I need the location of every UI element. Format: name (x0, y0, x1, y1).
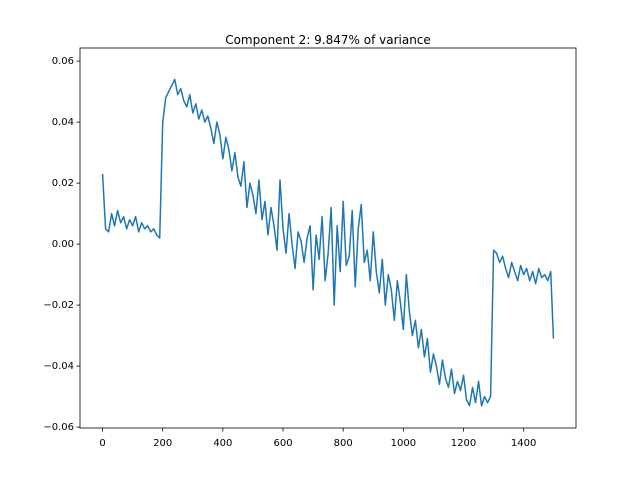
x-tick-label: 1000 (391, 438, 416, 449)
x-tick-label: 600 (273, 438, 292, 449)
chart-title: Component 2: 9.847% of variance (225, 33, 431, 47)
x-tick-label: 200 (153, 438, 172, 449)
data-line (101, 78, 555, 407)
y-tick-label: 0.04 (52, 117, 74, 128)
x-tick-label: 400 (213, 438, 232, 449)
x-tick-label: 1400 (511, 438, 536, 449)
y-tick-label: 0.00 (52, 239, 74, 250)
axes-frame (79, 47, 577, 429)
y-tick-label: −0.02 (43, 300, 74, 311)
x-tick-label: 1200 (451, 438, 476, 449)
y-tick-label: −0.04 (43, 361, 74, 372)
y-tick-label: 0.02 (52, 178, 74, 189)
x-tick-label: 0 (99, 438, 105, 449)
y-tick-label: 0.06 (52, 56, 74, 67)
y-tick-label: −0.06 (43, 422, 74, 433)
x-tick-label: 800 (334, 438, 353, 449)
